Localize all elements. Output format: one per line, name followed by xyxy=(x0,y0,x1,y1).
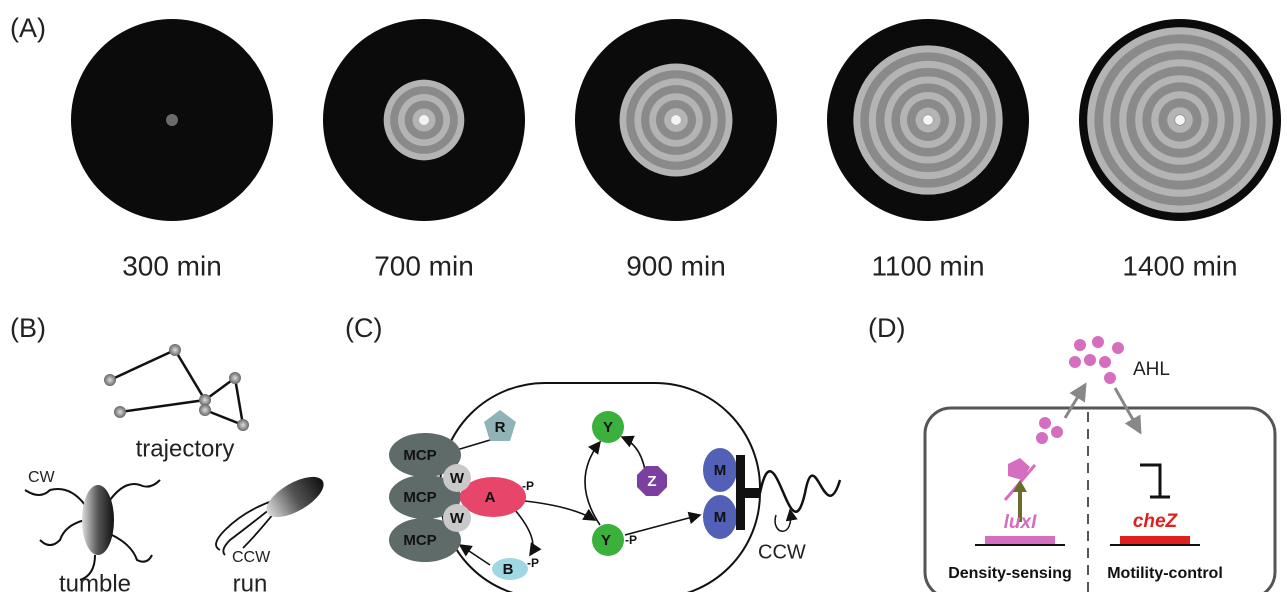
flagellum xyxy=(216,500,275,550)
import-arrow xyxy=(1115,388,1140,432)
y-label: Y xyxy=(603,419,613,436)
gene-bar xyxy=(985,536,1055,544)
phospho-label: -P xyxy=(527,556,539,570)
ahl-label: AHL xyxy=(1133,359,1170,380)
ahl-molecules-circle xyxy=(1092,336,1104,348)
yp-label: Y xyxy=(601,532,611,549)
ahl-molecules-circle xyxy=(1104,372,1116,384)
w-label: W xyxy=(450,470,465,487)
plates: 300 min 700 min 900 min 1100 min 1400 min xyxy=(71,19,1281,281)
arrow xyxy=(625,515,700,535)
colony-center xyxy=(923,115,933,125)
cw-label: CW xyxy=(28,469,56,486)
snapshot-label: 300 min xyxy=(122,250,222,281)
trajectory-point xyxy=(229,372,241,384)
ahl-molecules-circle xyxy=(1036,432,1048,444)
panel-d: (D) AHL luxI cheZ Density-sensing Motili… xyxy=(868,313,1275,592)
arrow xyxy=(460,545,490,565)
tumble-cell xyxy=(25,480,160,580)
panel-label: (A) xyxy=(10,13,46,43)
ahl-molecules xyxy=(1036,336,1124,444)
a-label: A xyxy=(485,489,496,506)
repression-line xyxy=(1140,465,1160,497)
snapshot-label: 700 min xyxy=(374,250,474,281)
arrow xyxy=(585,442,600,525)
gene-label: cheZ xyxy=(1133,511,1179,532)
motor-anchor xyxy=(736,455,745,530)
panel-label: (D) xyxy=(868,313,905,343)
trajectory-point xyxy=(199,404,211,416)
ahl-molecules-circle xyxy=(1074,339,1086,351)
trajectory-point xyxy=(169,344,181,356)
z-label: Z xyxy=(647,473,656,490)
colony xyxy=(166,114,178,126)
ahl-molecules-circle xyxy=(1051,426,1063,438)
gene-bar xyxy=(1120,536,1190,544)
ccw-label: CCW xyxy=(232,549,271,566)
w-label: W xyxy=(450,510,465,527)
mcp-label: MCP xyxy=(403,532,436,549)
run-cell xyxy=(216,469,330,555)
trajectory-point xyxy=(237,419,249,431)
b-label: B xyxy=(503,561,514,578)
arrow xyxy=(515,510,533,555)
trajectory-point xyxy=(104,374,116,386)
export-arrow xyxy=(1065,385,1085,418)
snapshot-label: 1100 min xyxy=(871,250,984,281)
module-label: Density-sensing xyxy=(948,565,1072,582)
mcp-label: MCP xyxy=(403,489,436,506)
colony-center xyxy=(671,115,681,125)
gene-label: luxI xyxy=(1004,512,1037,533)
colony-center xyxy=(419,115,429,125)
r-label: R xyxy=(495,419,506,436)
m-label: M xyxy=(714,462,727,479)
flagellum xyxy=(110,480,160,500)
tumble-label: tumble xyxy=(59,570,131,592)
mcp-label: MCP xyxy=(403,447,436,464)
mcp-cluster: MCP MCP MCP xyxy=(389,433,461,562)
cell-body xyxy=(82,485,114,555)
arrow xyxy=(515,500,595,520)
ccw-label: CCW xyxy=(758,541,806,563)
ahl-molecules-circle xyxy=(1112,342,1124,354)
panel-a: (A) 300 min 700 min 900 min 1100 min 1400 mi… xyxy=(10,13,1281,281)
flagellum xyxy=(25,489,85,505)
flagellum xyxy=(760,471,840,511)
rotation-arrow xyxy=(775,510,791,531)
trajectory-label: trajectory xyxy=(136,435,235,462)
colony-center xyxy=(1175,115,1185,125)
motor-hook xyxy=(745,488,760,498)
arrow xyxy=(622,437,645,470)
trajectory-path xyxy=(104,344,249,431)
m-label: M xyxy=(714,509,727,526)
trajectory-line xyxy=(110,350,205,412)
ahl-molecules-circle xyxy=(1069,356,1081,368)
figure: (A) 300 min 700 min 900 min 1100 min 1400 mi… xyxy=(0,0,1287,592)
panel-c: (C) MCP MCP MCP A -P W W R B -P Y Z Y -P… xyxy=(345,313,840,592)
phospho-label: -P xyxy=(522,479,534,493)
ahl-molecules-circle xyxy=(1084,354,1096,366)
phospho-label: -P xyxy=(625,533,637,547)
module-label: Motility-control xyxy=(1107,565,1223,582)
ahl-molecules-circle xyxy=(1039,417,1051,429)
panel-b: (B) trajectory CW tumble CCW run xyxy=(10,313,330,592)
panel-label: (B) xyxy=(10,313,46,343)
run-label: run xyxy=(233,570,268,592)
trajectory-point xyxy=(114,406,126,418)
flagellum xyxy=(40,520,85,545)
ahl-molecules-circle xyxy=(1099,356,1111,368)
panel-label: (C) xyxy=(345,313,382,343)
snapshot-label: 900 min xyxy=(626,250,726,281)
flagellum xyxy=(112,535,152,562)
snapshot-label: 1400 min xyxy=(1122,250,1237,281)
